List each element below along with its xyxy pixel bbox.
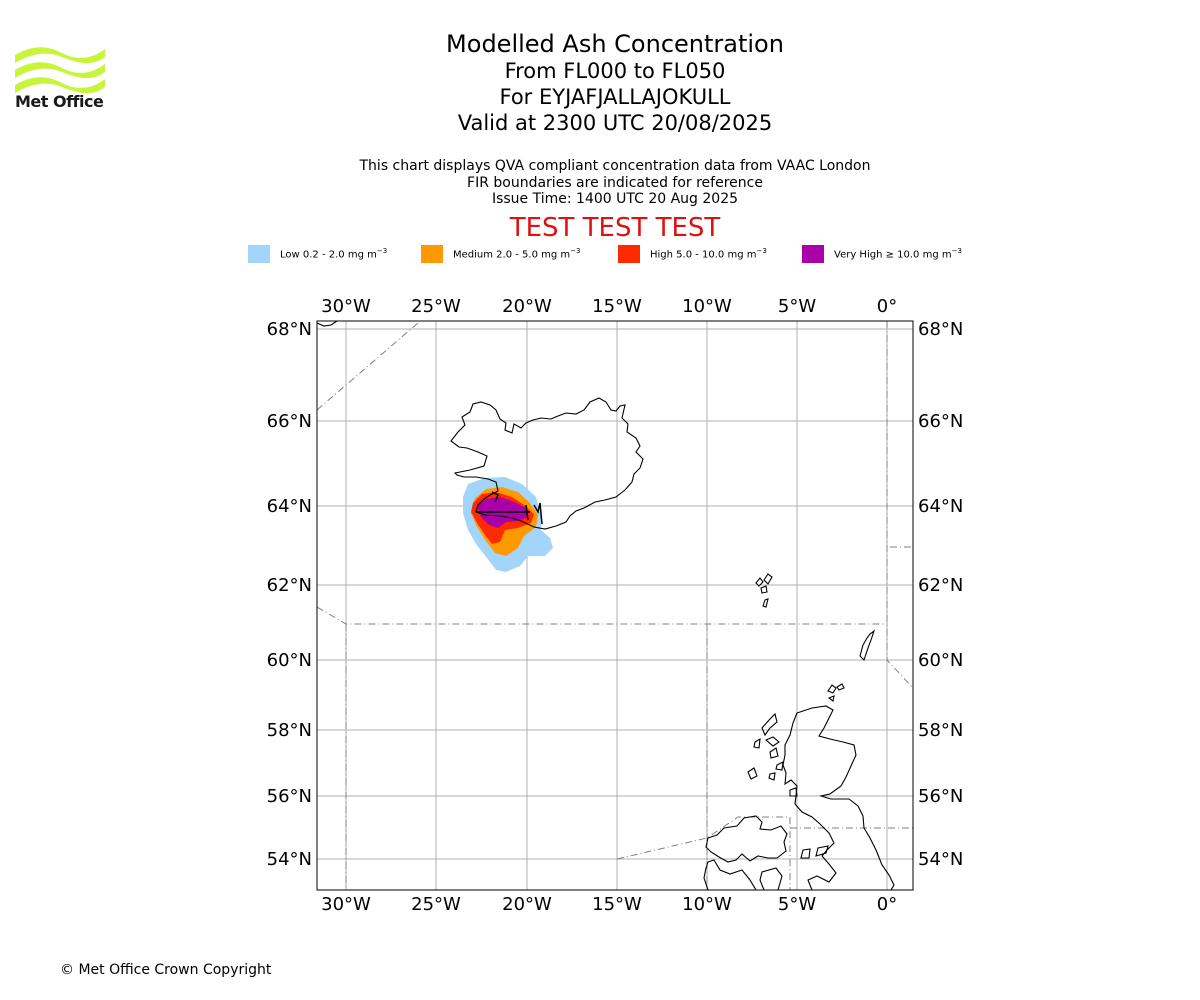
- lon-ticks-bottom: 30°W 25°W 20°W 15°W 10°W 5°W 0°: [321, 894, 897, 915]
- lon-tick-label: 10°W: [682, 894, 732, 915]
- lat-tick-label: 56°N: [918, 786, 963, 807]
- lon-tick-label: 25°W: [411, 296, 461, 317]
- lon-ticks-top: 30°W 25°W 20°W 15°W 10°W 5°W 0°: [321, 296, 897, 317]
- faroe-islands: [755, 573, 773, 608]
- valid-time: Valid at 2300 UTC 20/08/2025: [457, 111, 773, 135]
- lon-tick-label: 30°W: [321, 296, 371, 317]
- lon-tick-label: 25°W: [411, 894, 461, 915]
- iceland-coastline: [450, 397, 644, 530]
- legend-label: High 5.0 - 10.0 mg m−3: [650, 247, 767, 261]
- legend-label: Medium 2.0 - 5.0 mg m−3: [453, 247, 581, 261]
- great-britain-coastline: [782, 705, 895, 890]
- lat-tick-label: 58°N: [267, 720, 312, 741]
- lat-ticks-left: 68°N 66°N 64°N 62°N 60°N 58°N 56°N 54°N: [267, 319, 312, 870]
- map-frame: [316, 320, 914, 891]
- lat-tick-label: 60°N: [918, 650, 963, 671]
- lat-tick-label: 54°N: [918, 849, 963, 870]
- coastlines: [317, 321, 895, 890]
- legend-item-low: Low 0.2 - 2.0 mg m−3: [248, 244, 387, 264]
- lon-tick-label: 0°: [877, 296, 897, 317]
- chart-description: This chart displays QVA compliant concen…: [315, 158, 915, 208]
- legend-item-high: High 5.0 - 10.0 mg m−3: [618, 244, 767, 264]
- lon-tick-label: 30°W: [321, 894, 371, 915]
- volcano-name: For EYJAFJALLAJOKULL: [499, 85, 731, 109]
- lat-tick-label: 68°N: [918, 319, 963, 340]
- legend-item-medium: Medium 2.0 - 5.0 mg m−3: [421, 244, 580, 264]
- concentration-legend: Low 0.2 - 2.0 mg m−3 Medium 2.0 - 5.0 mg…: [0, 244, 1200, 264]
- logo-text: Met Office: [15, 92, 104, 111]
- map-gridlines: [317, 321, 913, 890]
- greenland-edge: [317, 321, 338, 327]
- lat-tick-label: 64°N: [267, 496, 312, 517]
- shetland-islands: [859, 629, 876, 662]
- lat-tick-label: 56°N: [267, 786, 312, 807]
- description-line: FIR boundaries are indicated for referen…: [467, 174, 763, 191]
- legend-swatch: [618, 245, 640, 263]
- fir-boundaries: [317, 321, 913, 890]
- met-office-logo-icon: [15, 47, 105, 94]
- lon-tick-label: 20°W: [502, 296, 552, 317]
- lat-tick-label: 62°N: [267, 575, 312, 596]
- legend-label: Low 0.2 - 2.0 mg m−3: [280, 247, 388, 261]
- lat-tick-label: 66°N: [918, 411, 963, 432]
- description-line: This chart displays QVA compliant concen…: [359, 158, 871, 174]
- lat-tick-label: 60°N: [267, 650, 312, 671]
- issue-time: Issue Time: 1400 UTC 20 Aug 2025: [491, 191, 739, 207]
- lat-tick-label: 62°N: [918, 575, 963, 596]
- test-banner: TEST TEST TEST: [509, 213, 721, 243]
- lat-tick-label: 54°N: [267, 849, 312, 870]
- legend-swatch: [248, 245, 270, 263]
- lon-tick-label: 15°W: [592, 894, 642, 915]
- ash-concentration: [463, 477, 553, 572]
- legend-item-very-high: Very High ≥ 10.0 mg m−3: [802, 244, 962, 264]
- lat-ticks-right: 68°N 66°N 64°N 62°N 60°N 58°N 56°N 54°N: [918, 319, 963, 870]
- flight-level-range: From FL000 to FL050: [504, 59, 726, 83]
- lat-tick-label: 68°N: [267, 319, 312, 340]
- legend-label: Very High ≥ 10.0 mg m−3: [834, 247, 962, 261]
- copyright-notice: © Met Office Crown Copyright: [60, 962, 272, 978]
- lon-tick-label: 0°: [877, 894, 897, 915]
- lat-tick-label: 58°N: [918, 720, 963, 741]
- lon-tick-label: 10°W: [682, 296, 732, 317]
- lon-tick-label: 5°W: [778, 296, 816, 317]
- lat-tick-label: 66°N: [267, 411, 312, 432]
- lon-tick-label: 20°W: [502, 894, 552, 915]
- lat-tick-label: 64°N: [918, 496, 963, 517]
- chart-title: Modelled Ash Concentration: [446, 30, 784, 58]
- chart-titles: Modelled Ash Concentration From FL000 to…: [315, 30, 915, 136]
- orkney-islands: [827, 683, 845, 702]
- legend-swatch: [802, 245, 824, 263]
- lon-tick-label: 5°W: [778, 894, 816, 915]
- lon-tick-label: 15°W: [592, 296, 642, 317]
- hebrides-islands: [753, 712, 798, 797]
- ireland-coastline: [703, 815, 788, 890]
- legend-swatch: [421, 245, 443, 263]
